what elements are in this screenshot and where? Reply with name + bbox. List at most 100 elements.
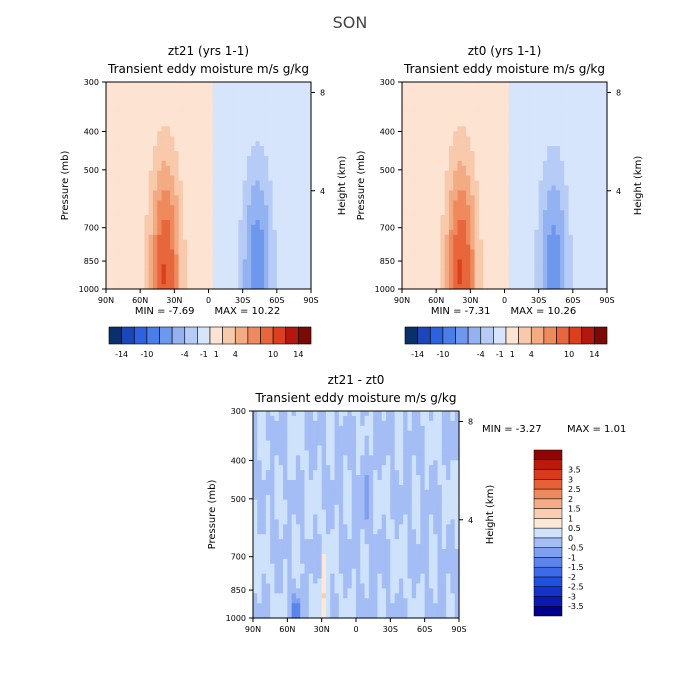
heatmap-cell: [453, 244, 459, 251]
heatmap-cell: [419, 220, 424, 226]
heatmap-cell: [402, 239, 407, 246]
heatmap-cell: [594, 131, 600, 137]
heatmap-cell: [423, 101, 429, 108]
heatmap-cell: [594, 82, 600, 88]
heatmap-cell: [225, 284, 231, 290]
heatmap-cell: [521, 136, 527, 142]
heatmap-cell: [221, 264, 227, 270]
heatmap-cell: [585, 190, 591, 196]
heatmap-cell: [127, 86, 133, 93]
heatmap-cell: [140, 249, 146, 256]
heatmap-cell: [585, 284, 591, 290]
heatmap-cell: [161, 234, 167, 241]
heatmap-cell: [285, 234, 291, 241]
heatmap-cell: [265, 460, 271, 466]
heatmap-cell: [521, 215, 527, 221]
heatmap-cell: [551, 116, 557, 123]
heatmap-cell: [444, 215, 450, 221]
heatmap-cell: [118, 224, 124, 231]
heatmap-cell: [555, 269, 561, 275]
heatmap-cell: [287, 573, 293, 580]
heatmap-cell: [161, 215, 167, 221]
heatmap-cell: [457, 274, 463, 280]
heatmap-cell: [195, 190, 201, 196]
heatmap-cell: [255, 269, 261, 275]
heatmap-cell: [308, 415, 314, 422]
heatmap-cell: [191, 264, 197, 270]
heatmap-cell: [242, 180, 248, 187]
heatmap-cell: [517, 160, 523, 167]
heatmap-cell: [123, 82, 128, 88]
heatmap-cell: [246, 224, 252, 231]
heatmap-cell: [474, 249, 480, 256]
heatmap-cell: [238, 106, 244, 113]
heatmap-cell: [208, 165, 214, 172]
heatmap-cell: [229, 244, 235, 251]
heatmap-cell: [212, 82, 218, 88]
heatmap-cell: [453, 180, 459, 187]
heatmap-cell: [534, 136, 540, 142]
heatmap-cell: [238, 155, 244, 162]
heatmap-cell: [242, 146, 248, 152]
heatmap-cell: [208, 101, 214, 108]
heatmap-cell: [436, 151, 442, 157]
heatmap-cell: [491, 269, 497, 275]
heatmap-cell: [187, 200, 193, 206]
heatmap-cell: [453, 165, 459, 172]
heatmap-cell: [182, 155, 188, 162]
heatmap-cell: [410, 136, 416, 142]
heatmap-cell: [110, 274, 116, 280]
heatmap-cell: [487, 284, 493, 290]
x-tick-label: 90S: [599, 296, 614, 305]
heatmap-cell: [225, 151, 231, 157]
heatmap-cell: [317, 578, 323, 585]
heatmap-cell: [170, 146, 175, 152]
heatmap-cell: [602, 279, 608, 285]
heatmap-cell: [157, 121, 163, 127]
heatmap-cell: [491, 175, 497, 182]
heatmap-cell: [225, 234, 231, 241]
heatmap-cell: [182, 146, 188, 152]
heatmap-cell: [568, 279, 574, 285]
heatmap-cell: [444, 279, 450, 285]
heatmap-cell: [500, 264, 506, 270]
heatmap-cell: [474, 269, 480, 275]
heatmap-cell: [257, 494, 263, 501]
heatmap-cell: [487, 116, 493, 123]
heatmap-cell: [199, 254, 205, 261]
heatmap-cell: [521, 180, 527, 187]
heatmap-cell: [106, 234, 111, 241]
heatmap-cell: [308, 455, 314, 461]
heatmap-cell: [500, 180, 506, 187]
heatmap-cell: [295, 415, 301, 422]
heatmap-cell: [208, 284, 214, 290]
heatmap-cell: [313, 568, 318, 575]
heatmap-cell: [289, 249, 295, 256]
heatmap-cell: [257, 588, 263, 594]
heatmap-cell: [538, 131, 544, 137]
heatmap-cell: [602, 121, 608, 127]
heatmap-cell: [278, 519, 284, 525]
heatmap-cell: [419, 279, 424, 285]
heatmap-cell: [204, 131, 210, 137]
heatmap-cell: [530, 151, 535, 157]
heatmap-cell: [148, 234, 154, 241]
heatmap-cell: [281, 82, 286, 88]
heatmap-cell: [295, 568, 301, 575]
heatmap-cell: [410, 116, 416, 123]
heatmap-cell: [287, 529, 293, 535]
heatmap-cell: [135, 274, 141, 280]
heatmap-cell: [414, 82, 420, 88]
heatmap-cell: [581, 239, 587, 246]
heatmap-cell: [187, 106, 193, 113]
heatmap-cell: [255, 116, 261, 123]
heatmap-cell: [283, 494, 288, 501]
heatmap-cell: [293, 126, 299, 132]
heatmap-cell: [530, 269, 535, 275]
heatmap-cell: [283, 455, 288, 461]
heatmap-cell: [287, 603, 293, 609]
heatmap-cell: [265, 504, 271, 511]
heatmap-cell: [199, 96, 205, 103]
heatmap-cell: [255, 160, 261, 167]
heatmap-cell: [525, 269, 531, 275]
